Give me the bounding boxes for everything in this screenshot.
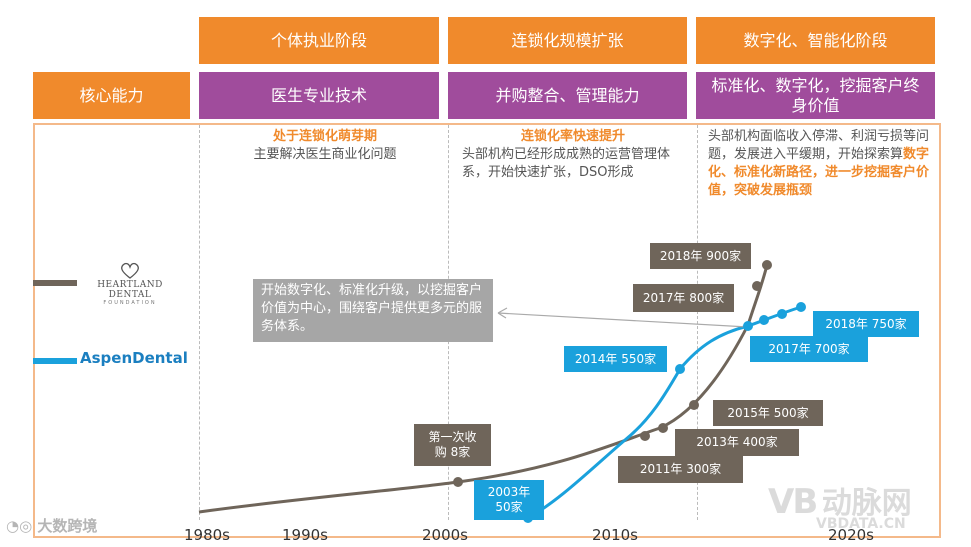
heartland-logo: HEARTLAND DENTAL FOUNDATION xyxy=(80,262,180,306)
heartland-point-2011 xyxy=(640,431,650,441)
stage-header-2-label: 连锁化规模扩张 xyxy=(511,30,624,50)
phase-3-text: 头部机构面临收入停滞、利润亏损等问题，发展进入平缓期，开始探索算 xyxy=(708,129,930,162)
phase-2-desc: 连锁化率快速提升 头部机构已经形成成熟的运营管理体系，开始快速扩张，DSO形成 xyxy=(462,128,684,182)
aspen-point-2018 xyxy=(796,302,806,312)
aspen-legend-swatch xyxy=(33,358,77,364)
aspen-point-2018a xyxy=(777,309,787,319)
stage-header-3-label: 数字化、智能化阶段 xyxy=(743,30,888,50)
stage-header-1-label: 个体执业阶段 xyxy=(270,30,367,50)
stage-header-2: 连锁化规模扩张 xyxy=(448,17,687,64)
heartland-point-2013 xyxy=(658,423,668,433)
vb-logo-icon: VB xyxy=(768,482,818,522)
stage-header-1: 个体执业阶段 xyxy=(199,17,439,64)
watermark-left: ◔◎ 大数跨境 xyxy=(6,515,97,536)
label-heartland-2013: 2013年 400家 xyxy=(675,429,799,456)
aspen-logo: AspenDental xyxy=(80,349,188,367)
chart-frame xyxy=(33,123,941,538)
capability-3: 标准化、数字化，挖掘客户终身价值 xyxy=(696,72,935,119)
capability-2-label: 并购整合、管理能力 xyxy=(495,85,640,105)
aspen-curve xyxy=(527,305,802,520)
callout-arrowhead xyxy=(497,307,508,319)
label-heartland-2017: 2017年 800家 xyxy=(633,284,734,312)
aspen-point-2017 xyxy=(743,321,753,331)
core-capability-text: 核心能力 xyxy=(79,85,144,105)
phase-1-text: 主要解决医生商业化问题 xyxy=(253,147,397,162)
label-aspen-2018: 2018年 750家 xyxy=(813,311,919,337)
aspen-point-2014 xyxy=(675,364,685,374)
x-tick-1980s: 1980s xyxy=(184,526,230,544)
x-tick-2020s: 2020s xyxy=(828,526,874,544)
x-tick-2000s: 2000s xyxy=(422,526,468,544)
tooth-heart-icon xyxy=(121,262,139,279)
label-aspen-2003: 2003年 50家 xyxy=(474,480,544,520)
phase-2-title: 连锁化率快速提升 xyxy=(520,129,625,144)
heartland-point-2017 xyxy=(752,281,762,291)
callout-arrow xyxy=(497,312,749,328)
watermark-left-text: 大数跨境 xyxy=(37,517,98,535)
watermark-right-url: VBDATA.CN xyxy=(816,516,906,532)
capability-3-label: 标准化、数字化，挖掘客户终身价值 xyxy=(711,75,920,115)
stage-header-3: 数字化、智能化阶段 xyxy=(696,17,935,64)
capability-1: 医生专业技术 xyxy=(199,72,439,119)
x-tick-2010s: 2010s xyxy=(592,526,638,544)
label-aspen-2017: 2017年 700家 xyxy=(750,336,868,362)
label-first-acquisition: 第一次收购 8家 xyxy=(414,424,491,466)
capability-1-label: 医生专业技术 xyxy=(270,85,367,105)
divider-1 xyxy=(199,125,200,520)
digitalization-callout: 开始数字化、标准化升级，以挖掘客户价值为中心，围绕客户提供更多元的服务体系。 xyxy=(253,279,493,342)
heartland-point-first-acquisition xyxy=(453,477,463,487)
phase-1-desc: 处于连锁化萌芽期 主要解决医生商业化问题 xyxy=(225,128,425,164)
divider-3 xyxy=(697,125,698,520)
capability-2: 并购整合、管理能力 xyxy=(448,72,687,119)
x-tick-1990s: 1990s xyxy=(282,526,328,544)
heartland-point-2018 xyxy=(762,260,772,270)
heartland-legend-swatch xyxy=(33,280,77,286)
phase-3-desc: 头部机构面临收入停滞、利润亏损等问题，发展进入平缓期，开始探索算数字化、标准化新… xyxy=(708,128,933,200)
heartland-point-2015 xyxy=(689,400,699,410)
label-heartland-2015: 2015年 500家 xyxy=(713,400,823,426)
heartland-sub: FOUNDATION xyxy=(103,300,157,306)
label-heartland-2011: 2011年 300家 xyxy=(618,456,743,483)
label-heartland-2018: 2018年 900家 xyxy=(650,243,751,269)
phase-3-highlight: 数字化、标准化新路径，进一步挖掘客户价值，突破发展瓶颈 xyxy=(708,147,930,198)
core-capability-label: 核心能力 xyxy=(33,72,190,119)
weibo-icon: ◔◎ xyxy=(6,517,38,535)
phase-2-text: 头部机构已经形成成熟的运营管理体系，开始快速扩张，DSO形成 xyxy=(462,147,671,180)
phase-1-title: 处于连锁化萌芽期 xyxy=(272,129,377,144)
watermark-right-text: 动脉网 xyxy=(821,486,912,521)
watermark-right: VB 动脉网 VBDATA.CN xyxy=(768,478,912,532)
label-aspen-2014: 2014年 550家 xyxy=(564,346,667,372)
aspen-point-2017b xyxy=(759,315,769,325)
heartland-name: HEARTLAND DENTAL xyxy=(97,280,163,300)
